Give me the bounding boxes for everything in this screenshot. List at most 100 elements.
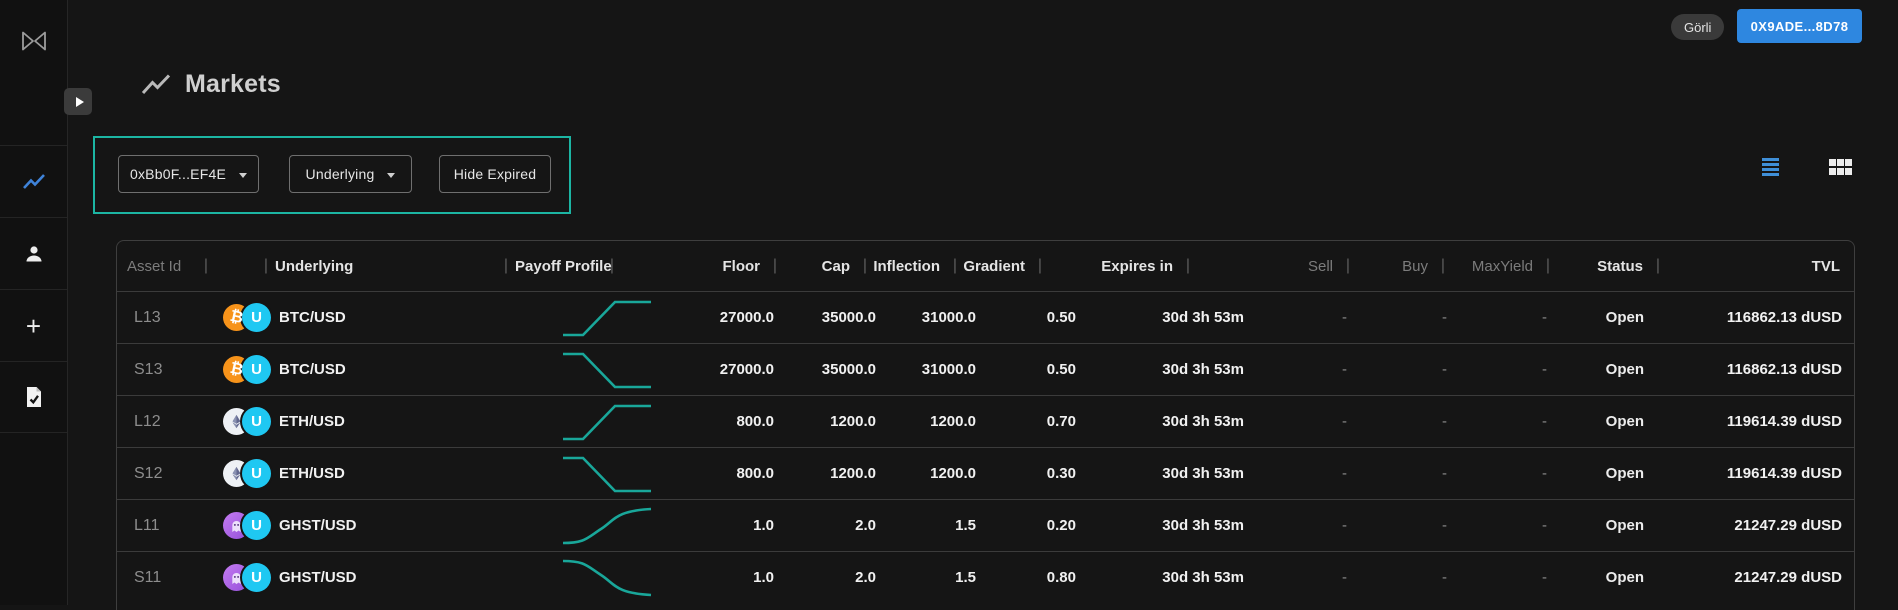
cell-gradient: 0.70	[1046, 413, 1076, 430]
app-logo-icon	[22, 31, 46, 51]
cell-max-yield: -	[1542, 569, 1547, 586]
network-badge[interactable]: Görli	[1671, 14, 1725, 40]
chevron-down-icon	[238, 172, 247, 178]
column-header-gradient[interactable]: Gradient |	[954, 241, 1042, 291]
market-row-L12[interactable]: L12 U ETH/USD 800.0 1200.0 1200.0 0.70 30d 3h 5…	[117, 395, 1854, 447]
column-header-label: Gradient	[963, 257, 1025, 275]
underlying-dropdown[interactable]: Underlying	[289, 155, 412, 193]
cell-gradient: 0.80	[1046, 569, 1076, 586]
markets-table-header: Asset Id | | Underlying | Payoff Profile | Floo…	[117, 241, 1854, 291]
cell-icons: U	[205, 396, 271, 447]
cell-status: Open	[1605, 309, 1644, 326]
column-header-label: Asset Id	[127, 257, 182, 275]
cell-tvl: 119614.39 dUSD	[1726, 413, 1842, 430]
market-row-L11[interactable]: L11 U GHST/USD 1.0 2.0 1.5 0.20 30d 3h 53m - - - Op…	[117, 499, 1854, 551]
payoff-profile-chart	[563, 300, 651, 336]
column-header-sell[interactable]: Sell |	[1187, 241, 1350, 291]
cell-tvl: 119614.39 dUSD	[1726, 465, 1842, 482]
market-row-L13[interactable]: L13 ₿ U BTC/USD 27000.0 35000.0 31000.0 0.50 30d…	[117, 291, 1854, 343]
column-header-status[interactable]: Status |	[1547, 241, 1660, 291]
column-header-payoff[interactable]: Payoff Profile |	[505, 241, 614, 291]
u-token-icon: U	[242, 303, 271, 332]
drawer-open-handle[interactable]	[64, 88, 92, 115]
sidebar-item-account[interactable]	[0, 217, 67, 289]
cell-asset-id: L12	[134, 412, 161, 430]
column-separator: |	[1545, 257, 1550, 274]
column-header-inflection[interactable]: Inflection |	[864, 241, 957, 291]
cell-gradient: 0.50	[1046, 361, 1076, 378]
column-header-underlying[interactable]: Underlying |	[265, 241, 508, 291]
cell-sell: -	[1342, 413, 1347, 430]
sidebar-item-create[interactable]: +	[0, 289, 67, 361]
cell-tvl: 116862.13 dUSD	[1726, 361, 1842, 378]
column-header-floor[interactable]: Floor |	[611, 241, 778, 291]
cell-buy: -	[1442, 517, 1447, 534]
cell-floor: 27000.0	[719, 309, 774, 326]
cell-expires-in: 30d 3h 53m	[1162, 309, 1244, 326]
column-header-label: Payoff Profile	[515, 257, 612, 275]
cell-expires-in: 30d 3h 53m	[1162, 361, 1244, 378]
column-header-tvl[interactable]: TVL	[1657, 241, 1854, 291]
cell-cap: 1200.0	[830, 465, 876, 482]
column-separator: |	[1655, 257, 1660, 274]
cell-expires-in: 30d 3h 53m	[1162, 465, 1244, 482]
column-header-label: Underlying	[275, 257, 354, 275]
column-separator: |	[1037, 257, 1042, 274]
cell-floor: 27000.0	[719, 361, 774, 378]
cell-max-yield: -	[1542, 413, 1547, 430]
play-arrow-icon	[75, 96, 84, 107]
column-header-cap[interactable]: Cap |	[774, 241, 867, 291]
cell-buy: -	[1442, 361, 1447, 378]
markets-trending-icon	[141, 73, 171, 94]
pool-dropdown[interactable]: 0xBb0F...EF4E	[118, 155, 259, 193]
market-row-S11[interactable]: S11 U GHST/USD 1.0 2.0 1.5 0.80 30d 3h 53m - - - Op…	[117, 551, 1854, 603]
cell-icons: U	[205, 448, 271, 499]
cell-payoff	[505, 292, 651, 343]
cell-gradient: 0.30	[1046, 465, 1076, 482]
cell-payoff	[505, 552, 652, 603]
cell-cap: 35000.0	[821, 361, 876, 378]
list-view-button[interactable]	[1760, 156, 1781, 178]
payoff-profile-chart	[563, 404, 651, 440]
payoff-profile-chart	[563, 456, 651, 492]
wallet-address-button[interactable]: 0X9ADE...8D78	[1737, 9, 1862, 43]
column-header-icon[interactable]: |	[205, 241, 268, 291]
sidebar-item-markets[interactable]	[0, 145, 67, 217]
cell-buy: -	[1442, 309, 1447, 326]
column-header-expires_in[interactable]: Expires in |	[1039, 241, 1190, 291]
cell-gradient: 0.20	[1046, 517, 1076, 534]
filters-highlight-box: 0xBb0F...EF4E Underlying Hide Expired	[93, 136, 571, 214]
market-row-S12[interactable]: S12 U ETH/USD 800.0 1200.0 1200.0 0.30 30d 3h 5…	[117, 447, 1854, 499]
u-token-icon: U	[242, 355, 271, 384]
cell-expires-in: 30d 3h 53m	[1162, 517, 1244, 534]
cell-cap: 35000.0	[821, 309, 876, 326]
column-header-label: Expires in	[1101, 257, 1173, 275]
column-separator: |	[862, 257, 867, 274]
column-header-label: Buy	[1402, 257, 1428, 275]
cell-underlying: BTC/USD	[279, 309, 346, 326]
hide-expired-button[interactable]: Hide Expired	[439, 155, 551, 193]
column-separator: |	[772, 257, 777, 274]
cell-inflection: 1.5	[955, 569, 976, 586]
sidebar-item-positions[interactable]	[0, 361, 67, 433]
column-header-asset_id[interactable]: Asset Id |	[117, 241, 208, 291]
cell-max-yield: -	[1542, 465, 1547, 482]
market-row-S13[interactable]: S13 ₿ U BTC/USD 27000.0 35000.0 31000.0 0.50 30d…	[117, 343, 1854, 395]
cell-underlying: GHST/USD	[279, 517, 357, 534]
cell-max-yield: -	[1542, 309, 1547, 326]
cell-sell: -	[1342, 361, 1347, 378]
cell-tvl: 21247.29 dUSD	[1734, 517, 1842, 534]
trending-chart-icon	[22, 173, 45, 189]
payoff-profile-chart	[562, 559, 652, 596]
column-header-buy[interactable]: Buy |	[1347, 241, 1445, 291]
view-toggle-group	[1760, 156, 1854, 178]
cell-buy: -	[1442, 465, 1447, 482]
cell-expires-in: 30d 3h 53m	[1162, 413, 1244, 430]
markets-table-body: L13 ₿ U BTC/USD 27000.0 35000.0 31000.0 0.50 30d…	[117, 291, 1854, 603]
cell-asset-id: S12	[134, 464, 163, 482]
grid-view-button[interactable]	[1827, 157, 1854, 177]
cell-inflection: 31000.0	[921, 309, 976, 326]
column-header-max_yield[interactable]: MaxYield |	[1442, 241, 1550, 291]
column-header-label: TVL	[1811, 257, 1840, 275]
cell-cap: 1200.0	[830, 413, 876, 430]
